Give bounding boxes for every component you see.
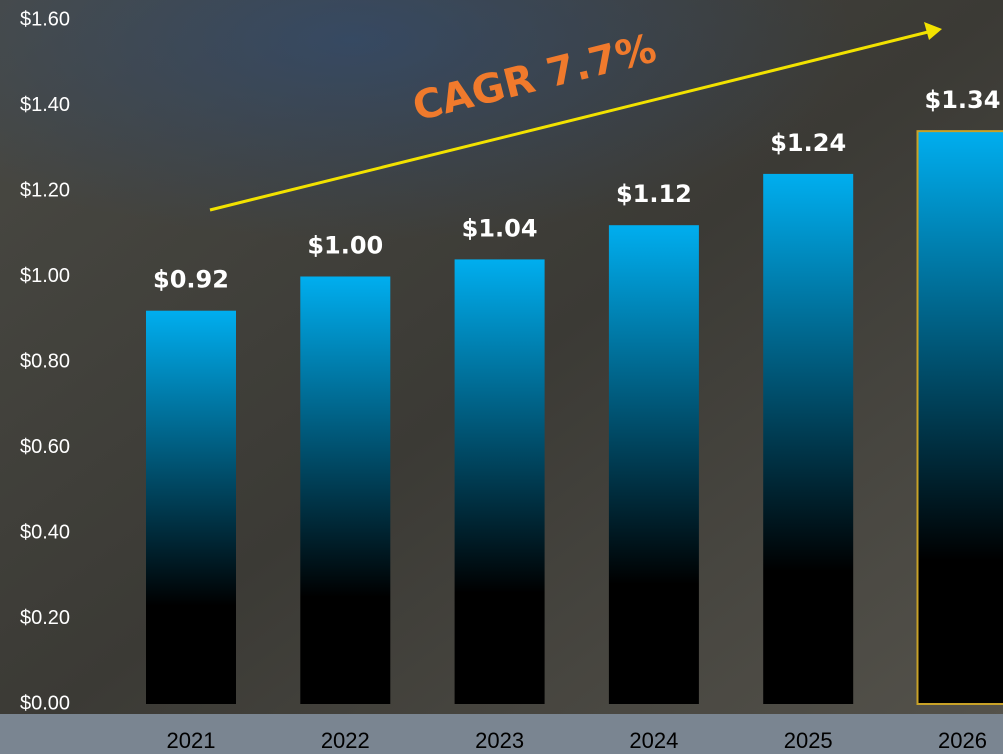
value-label: $1.34 <box>925 86 1001 114</box>
bar <box>146 310 236 704</box>
y-tick-label: $0.80 <box>20 350 70 372</box>
value-label: $1.00 <box>307 232 383 260</box>
bar <box>454 259 545 704</box>
x-tick-label: 2023 <box>475 728 524 753</box>
y-tick-label: $1.20 <box>20 179 70 201</box>
value-label: $1.04 <box>462 214 538 242</box>
x-tick-label: 2026 <box>938 728 987 753</box>
bottom-strip <box>0 714 1003 754</box>
x-tick-label: 2025 <box>784 728 833 753</box>
value-label: $1.24 <box>770 129 846 157</box>
bar <box>300 276 391 704</box>
y-tick-label: $0.00 <box>20 692 70 714</box>
arrow-head <box>924 22 942 40</box>
y-tick-label: $1.40 <box>20 94 70 116</box>
y-tick-label: $0.20 <box>20 607 70 629</box>
y-tick-label: $0.60 <box>20 436 70 458</box>
bar <box>608 225 699 704</box>
x-tick-label: 2021 <box>167 728 216 753</box>
bar <box>763 173 854 704</box>
trend-arrow <box>209 30 929 212</box>
value-label: $0.92 <box>153 266 229 294</box>
value-label: $1.12 <box>616 180 692 208</box>
y-tick-label: $1.00 <box>20 265 70 287</box>
x-tick-label: 2022 <box>321 728 370 753</box>
bar <box>916 130 1003 705</box>
y-tick-label: $0.40 <box>20 521 70 543</box>
x-tick-label: 2024 <box>629 728 678 753</box>
y-tick-label: $1.60 <box>20 8 70 30</box>
